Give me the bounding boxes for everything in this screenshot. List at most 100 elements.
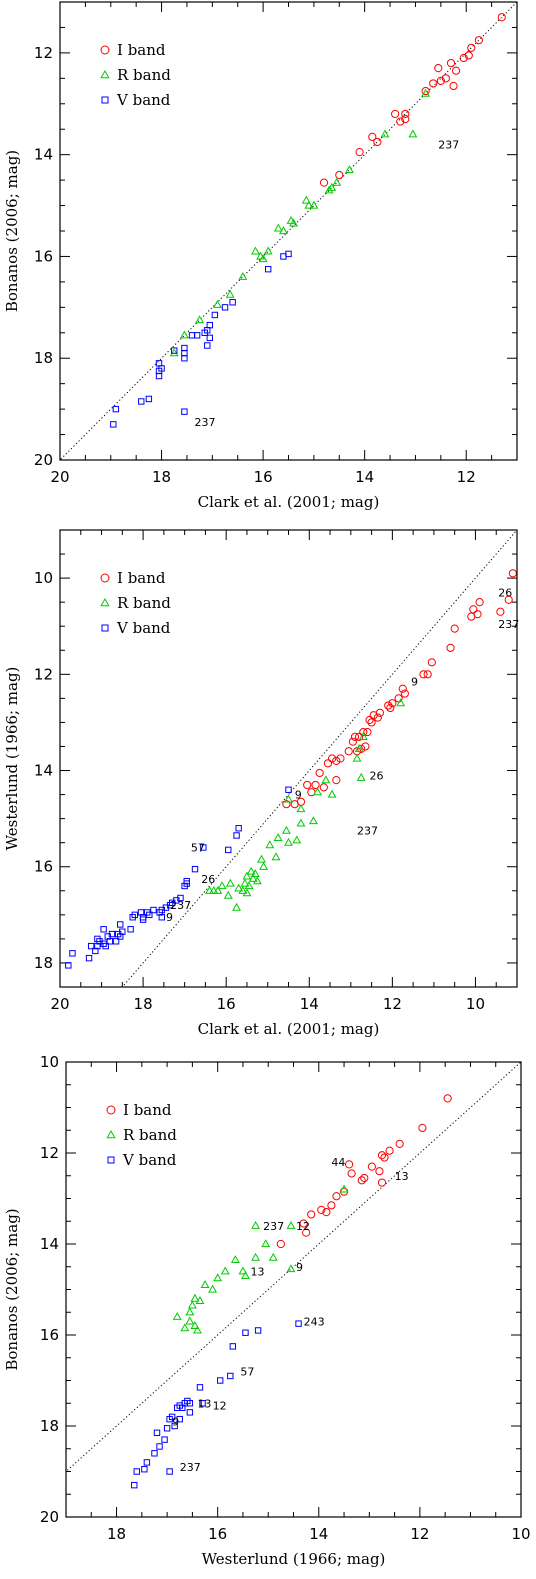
chart3-r-band-point [213,1273,223,1282]
chart3-annotation: 57 [240,1365,254,1378]
chart2-i-band-point [290,800,299,809]
chart2-i-band-point [332,776,341,785]
chart2-i-band-point [328,754,337,763]
chart3-v-band-point [166,1415,173,1423]
chart3-i-band-point [357,1176,366,1185]
chart3-r-band-point [251,1220,261,1229]
chart1-i-band-point [391,109,400,119]
chart2-y-tick-label: 12 [34,665,53,683]
chart3-r-band-point [251,1252,261,1261]
chart1-i-band-point [429,79,438,88]
chart1-legend-label-v-band: V band [116,91,171,109]
chart2-r-band-point [265,840,275,849]
chart2-v-band-point [94,935,101,943]
chart2-annotation: 9 [295,789,302,802]
chart3-legend-label-i-band: I band [123,1101,172,1119]
chart2-r-band-point [259,861,269,870]
chart2-r-band-point [234,883,244,892]
chart2-r-band-point [296,818,306,827]
chart3-annotation: 237 [180,1461,201,1474]
chart1-y-tick-label: 14 [34,146,53,164]
chart1-v-band-point [264,265,272,273]
chart2-r-band-point [252,876,262,885]
chart2-i-band-point [394,694,403,703]
chart1-r-band-point [421,88,431,97]
chart3-r-band-point [208,1284,218,1293]
chart2-v-band-point [112,938,120,945]
chart1-i-band-point [459,53,468,63]
chart3-i-band-point [385,1146,394,1155]
chart1-i-band-point [474,36,484,45]
chart2-i-band-point [400,689,409,698]
chart3-i-band-point [377,1151,387,1160]
chart2-v-band-point [156,909,163,916]
chart2-x-tick-label: 12 [383,995,402,1013]
chart2-r-band-point [223,890,233,899]
chart3-v-band-point [143,1459,151,1466]
chart2-v-band-point [106,938,114,945]
chart2-y-tick-label: 10 [34,569,53,587]
chart3-annotation: 13 [251,1265,265,1278]
chart3-i-band-point [307,1210,316,1219]
chart2-x-tick-label: 18 [134,995,153,1013]
chart1-r-band-point [179,330,189,339]
chart2-plot-frame [59,529,518,988]
chart3-x-tick-label: 14 [309,1525,328,1543]
chart1-legend-marker-r-band [100,69,110,79]
chart2-legend-label-v-band: V band [116,619,171,637]
chart3-v-band-point [199,1400,206,1407]
chart2-v-band-point [137,909,145,916]
chart2-i-band-point [496,607,505,616]
chart2-i-band-point [367,718,376,727]
chart1-v-band-point [204,342,211,349]
chart3-v-band-point [151,1450,158,1457]
chart2-v-band-point [233,832,240,839]
chart3-r-band-point [268,1252,278,1261]
chart3-x-tick-label: 12 [410,1525,429,1543]
chart2-r-band-point [257,854,266,863]
chart1-legend-label-i-band: I band [117,41,166,59]
chart2-v-band-point [139,916,147,923]
chart1-v-band-point [155,360,163,367]
chart3-v-band-point [171,1422,178,1430]
chart3-r-band-point [180,1323,190,1332]
chart2-i-band-point [344,747,353,756]
chart2-r-band-point [250,869,260,878]
chart3-y-tick-label: 12 [40,1144,59,1162]
chart1-v-band-point [188,332,196,339]
chart2-i-band-point [386,703,395,713]
chart3-i-band-point [443,1094,452,1103]
chart3-r-band-point [238,1266,248,1275]
chart2-v-band-point [191,865,199,873]
chart2-v-band-point [150,906,157,914]
chart1-r-band-point [309,200,319,209]
chart1-v-band-point [155,372,163,380]
chart2-i-band-point [365,715,374,725]
chart2-y-axis-label: Westerlund (1966; mag) [3,667,21,851]
chart3-v-band-point [216,1377,224,1384]
chart2-v-band-point [129,914,136,921]
chart2-i-band-point [369,711,378,720]
chart2-i-band-point [419,670,428,679]
chart1-legend-label-r-band: R band [117,66,171,84]
chart1-i-band-point [355,148,364,157]
chart1-x-tick-label: 14 [355,468,374,486]
chart1-i-band-point [396,117,405,126]
chart1-v-band-point [280,253,287,260]
chart3-v-band-point [141,1466,148,1473]
chart-panel-1: 20 18 16 14 12 12 14 16 18 20 Clark et al. (2001; … [3,1,518,511]
chart3-r-band-point [241,1271,250,1279]
chart1-i-band-point [335,170,344,180]
chart2-i-band-point [336,754,345,763]
chart2-r-band-point [284,837,293,846]
chart1-r-band-point [324,185,334,194]
chart1-legend-marker-v-band [101,96,109,104]
chart1-i-band-point [434,64,443,73]
chart2-y-tick-label: 16 [34,858,53,876]
chart3-v-band-point [186,1409,194,1416]
chart3-i-band-point [395,1139,404,1149]
chart3-v-band-point [176,1415,183,1423]
chart2-reference-line [121,530,517,987]
chart1-v-band-point [145,395,153,403]
chart1-r-band-point [238,271,248,280]
